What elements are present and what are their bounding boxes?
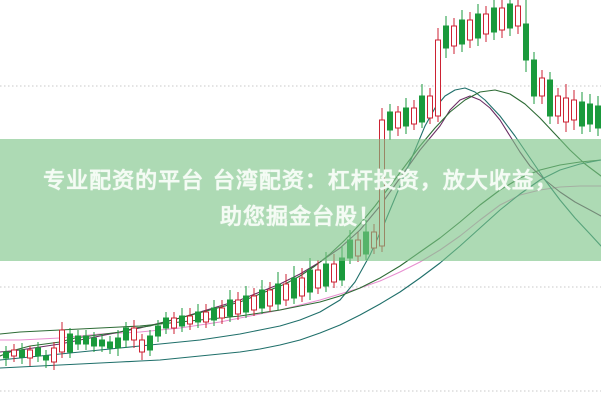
candle-body-up [539, 77, 545, 97]
candle-body-down [507, 3, 513, 29]
candle-body-up [27, 349, 33, 359]
candle-body-down [595, 105, 601, 129]
candle-body-up [299, 277, 305, 297]
candle-body-down [459, 19, 465, 45]
candle-body-down [35, 347, 41, 357]
candle-body-up [467, 19, 473, 41]
candle-body-down [491, 7, 497, 33]
candle-body-down [475, 13, 481, 39]
candle-body-up [315, 269, 321, 289]
candle-body-down [307, 269, 313, 293]
candle-body-down [523, 23, 529, 61]
promo-banner-line-2: 助您掘金台股！ [219, 205, 381, 230]
candle-body-up [11, 349, 17, 357]
candle-body-up [267, 289, 273, 307]
candle-body-down [275, 283, 281, 305]
candle-body-down [419, 95, 425, 123]
candle-body-down [259, 289, 265, 309]
candle-body-down [163, 317, 169, 329]
candle-body-up [187, 315, 193, 325]
candle-body-up [571, 99, 577, 121]
candle-body-down [115, 337, 121, 349]
candle-body-up [235, 299, 241, 315]
candle-body-down [227, 299, 233, 317]
candle-body-down [443, 25, 449, 49]
candle-body-up [555, 95, 561, 117]
candle-body-up [427, 95, 433, 119]
ma-line-ma-green-fast [0, 89, 601, 357]
candle-body-down [403, 107, 409, 127]
candle-body-down [67, 333, 73, 353]
candle-body-down [43, 355, 49, 361]
candle-body-down [91, 337, 97, 347]
candle-body-up [203, 311, 209, 323]
candle-body-up [395, 111, 401, 129]
candle-body-up [171, 317, 177, 329]
candle-body-down [3, 351, 9, 359]
candle-body-down [107, 341, 113, 349]
candle-body-up [451, 25, 457, 47]
promo-banner-overlay: 专业配资的平台 台湾配资：杠杆投资，放大收益， 助您掘金台股！ [0, 139, 601, 261]
candle-body-up [435, 39, 441, 117]
ma-line-ma-teal [0, 87, 601, 361]
candle-body-down [323, 263, 329, 287]
candle-body-down [75, 335, 81, 345]
candle-body-up [283, 283, 289, 301]
candle-body-down [123, 327, 129, 341]
candle-body-down [19, 349, 25, 358]
candle-body-down [531, 59, 537, 97]
candle-body-down [547, 79, 553, 117]
candle-body-down [243, 295, 249, 313]
candle-body-up [219, 307, 225, 319]
candle-body-up [251, 295, 257, 311]
candle-body-down [179, 315, 185, 327]
candle-body-up [51, 347, 57, 363]
candle-body-up [139, 339, 145, 353]
candle-body-down [99, 339, 105, 347]
candle-body-down [579, 101, 585, 127]
candle-body-down [387, 111, 393, 131]
candle-body-down [587, 103, 593, 125]
candle-body-up [131, 327, 137, 341]
promo-banner-line-1: 专业配资的平台 台湾配资：杠杆投资，放大收益， [43, 169, 558, 194]
candle-body-down [155, 325, 161, 337]
candle-body-down [339, 257, 345, 281]
candle-body-up [515, 5, 521, 27]
candle-body-down [147, 335, 153, 351]
candle-body-up [563, 97, 569, 123]
candle-body-up [499, 7, 505, 31]
candle-body-down [211, 307, 217, 321]
candle-body-up [483, 13, 489, 35]
candle-body-down [195, 311, 201, 323]
candle-body-up [411, 107, 417, 125]
candle-body-up [331, 263, 337, 283]
candle-body-up [59, 329, 65, 353]
candle-body-down [291, 277, 297, 299]
candle-body-down [83, 335, 89, 345]
